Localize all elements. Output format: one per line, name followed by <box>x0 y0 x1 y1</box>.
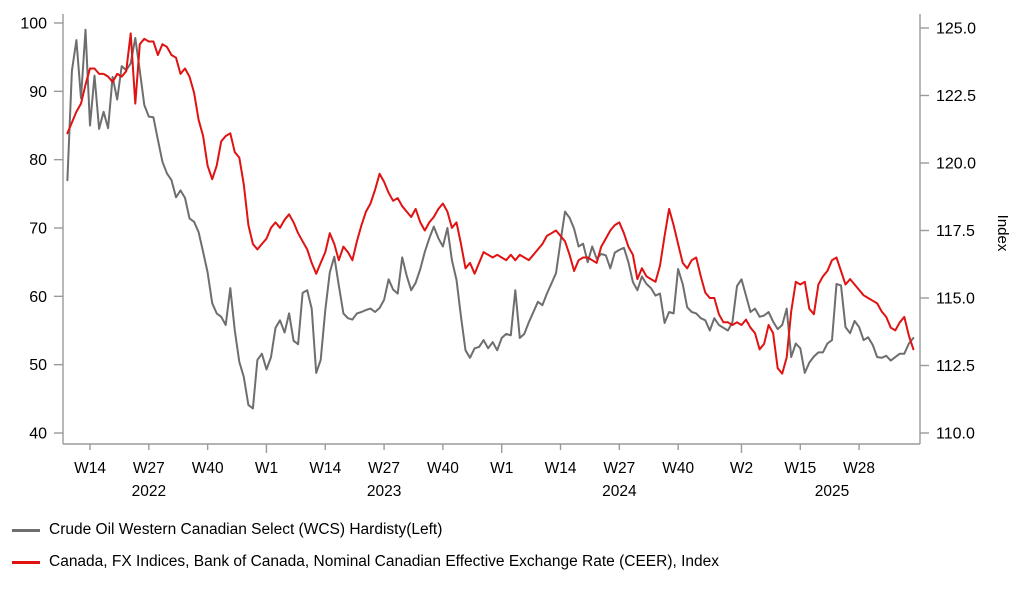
svg-text:W14: W14 <box>545 460 577 477</box>
svg-text:2022: 2022 <box>132 483 166 500</box>
legend-item-wcs: Crude Oil Western Canadian Select (WCS) … <box>12 514 1012 546</box>
svg-text:2023: 2023 <box>367 483 401 500</box>
svg-text:W40: W40 <box>192 460 224 477</box>
svg-text:W40: W40 <box>662 460 694 477</box>
x-axis: W14 W27 W40 W1 W14 W27 W40 W1 W14 W27 W40 W2 W15 W28 2… <box>74 444 875 500</box>
svg-text:W27: W27 <box>133 460 165 477</box>
svg-text:125.0: 125.0 <box>936 21 976 38</box>
svg-text:W15: W15 <box>784 460 816 477</box>
svg-text:W2: W2 <box>730 460 753 477</box>
legend-label-wcs: Crude Oil Western Canadian Select (WCS) … <box>49 521 443 538</box>
legend: Crude Oil Western Canadian Select (WCS) … <box>12 514 1012 578</box>
svg-text:W27: W27 <box>603 460 635 477</box>
svg-text:W28: W28 <box>843 460 875 477</box>
svg-text:W14: W14 <box>309 460 341 477</box>
svg-text:122.5: 122.5 <box>936 88 976 105</box>
svg-text:110.0: 110.0 <box>936 426 975 443</box>
svg-text:W40: W40 <box>427 460 459 477</box>
svg-text:70: 70 <box>29 221 47 238</box>
svg-text:W1: W1 <box>490 460 513 477</box>
right-axis-title: Index <box>993 214 1011 252</box>
svg-text:50: 50 <box>29 357 47 374</box>
svg-text:117.5: 117.5 <box>936 223 975 240</box>
svg-text:80: 80 <box>29 152 47 169</box>
svg-text:W1: W1 <box>255 460 278 477</box>
legend-label-ceer: Canada, FX Indices, Bank of Canada, Nomi… <box>49 553 720 570</box>
svg-text:120.0: 120.0 <box>936 156 976 173</box>
series-ceer-line <box>66 32 915 375</box>
svg-text:112.5: 112.5 <box>936 358 975 375</box>
svg-text:60: 60 <box>29 289 47 306</box>
legend-line-swatch-gray <box>12 528 40 532</box>
svg-text:115.0: 115.0 <box>936 291 975 308</box>
svg-text:90: 90 <box>29 84 47 101</box>
legend-item-ceer: Canada, FX Indices, Bank of Canada, Nomi… <box>12 546 1012 578</box>
y-axis-left: 40 50 60 70 80 90 100 <box>20 16 63 443</box>
svg-text:40: 40 <box>29 426 47 443</box>
plot-frame <box>62 14 921 445</box>
legend-line-swatch-red <box>12 560 40 564</box>
series-wcs-line <box>66 28 915 410</box>
svg-text:100: 100 <box>20 16 47 33</box>
svg-text:W27: W27 <box>368 460 400 477</box>
svg-text:2024: 2024 <box>602 483 637 500</box>
svg-text:2025: 2025 <box>815 483 849 500</box>
svg-text:W14: W14 <box>74 460 106 477</box>
y-axis-right: 110.0 112.5 115.0 117.5 120.0 122.5 125.0 <box>920 21 976 443</box>
